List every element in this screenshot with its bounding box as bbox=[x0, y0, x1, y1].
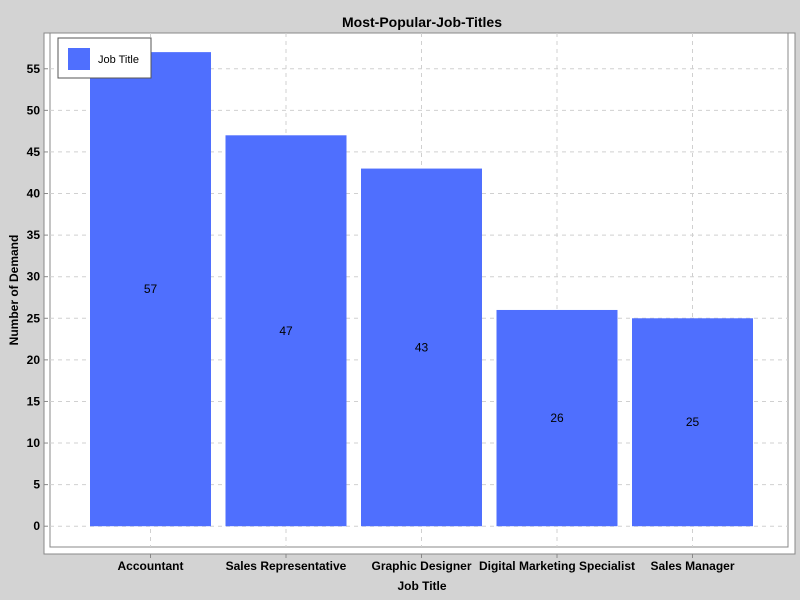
x-axis-ticks: Accountant Sales Representative Graphic De… bbox=[118, 554, 735, 573]
bar-4 bbox=[632, 318, 753, 527]
data-label-2: 43 bbox=[415, 340, 429, 354]
bars-group bbox=[90, 52, 753, 527]
x-tick-label-1: Sales Representative bbox=[226, 559, 347, 573]
y-tick-label-6: 30 bbox=[27, 270, 41, 284]
y-tick-label-11: 55 bbox=[27, 62, 41, 76]
y-tick-label-4: 20 bbox=[27, 353, 41, 367]
x-tick-label-4: Sales Manager bbox=[650, 559, 734, 573]
bar-2 bbox=[361, 168, 482, 527]
x-tick-label-0: Accountant bbox=[118, 559, 184, 573]
y-tick-label-5: 25 bbox=[27, 311, 41, 325]
y-tick-label-3: 15 bbox=[27, 394, 41, 408]
bar-3 bbox=[496, 309, 618, 527]
bar-1 bbox=[225, 135, 347, 527]
y-tick-label-10: 50 bbox=[27, 103, 41, 117]
y-tick-label-7: 35 bbox=[27, 228, 41, 242]
y-axis-label: Number of Demand bbox=[7, 235, 21, 346]
y-tick-label-1: 5 bbox=[33, 478, 40, 492]
y-tick-label-9: 45 bbox=[27, 145, 41, 159]
data-label-3: 26 bbox=[550, 411, 564, 425]
data-label-0: 57 bbox=[144, 282, 158, 296]
x-tick-label-3: Digital Marketing Specialist bbox=[479, 559, 635, 573]
bar-0 bbox=[90, 52, 211, 527]
x-axis-label: Job Title bbox=[397, 579, 446, 593]
data-label-4: 25 bbox=[686, 415, 700, 429]
y-axis-ticks: 0 5 10 15 20 25 30 35 40 45 50 55 bbox=[27, 62, 48, 533]
y-tick-label-2: 10 bbox=[27, 436, 41, 450]
legend: Job Title bbox=[57, 37, 152, 79]
legend-swatch bbox=[68, 48, 90, 70]
y-tick-label-0: 0 bbox=[33, 519, 40, 533]
legend-label: Job Title bbox=[98, 54, 139, 66]
data-label-1: 47 bbox=[279, 324, 293, 338]
x-tick-label-2: Graphic Designer bbox=[371, 559, 471, 573]
y-tick-label-8: 40 bbox=[27, 187, 41, 201]
data-labels-group: 57 47 43 26 25 bbox=[144, 282, 700, 429]
chart-title: Most-Popular-Job-Titles bbox=[342, 14, 502, 30]
